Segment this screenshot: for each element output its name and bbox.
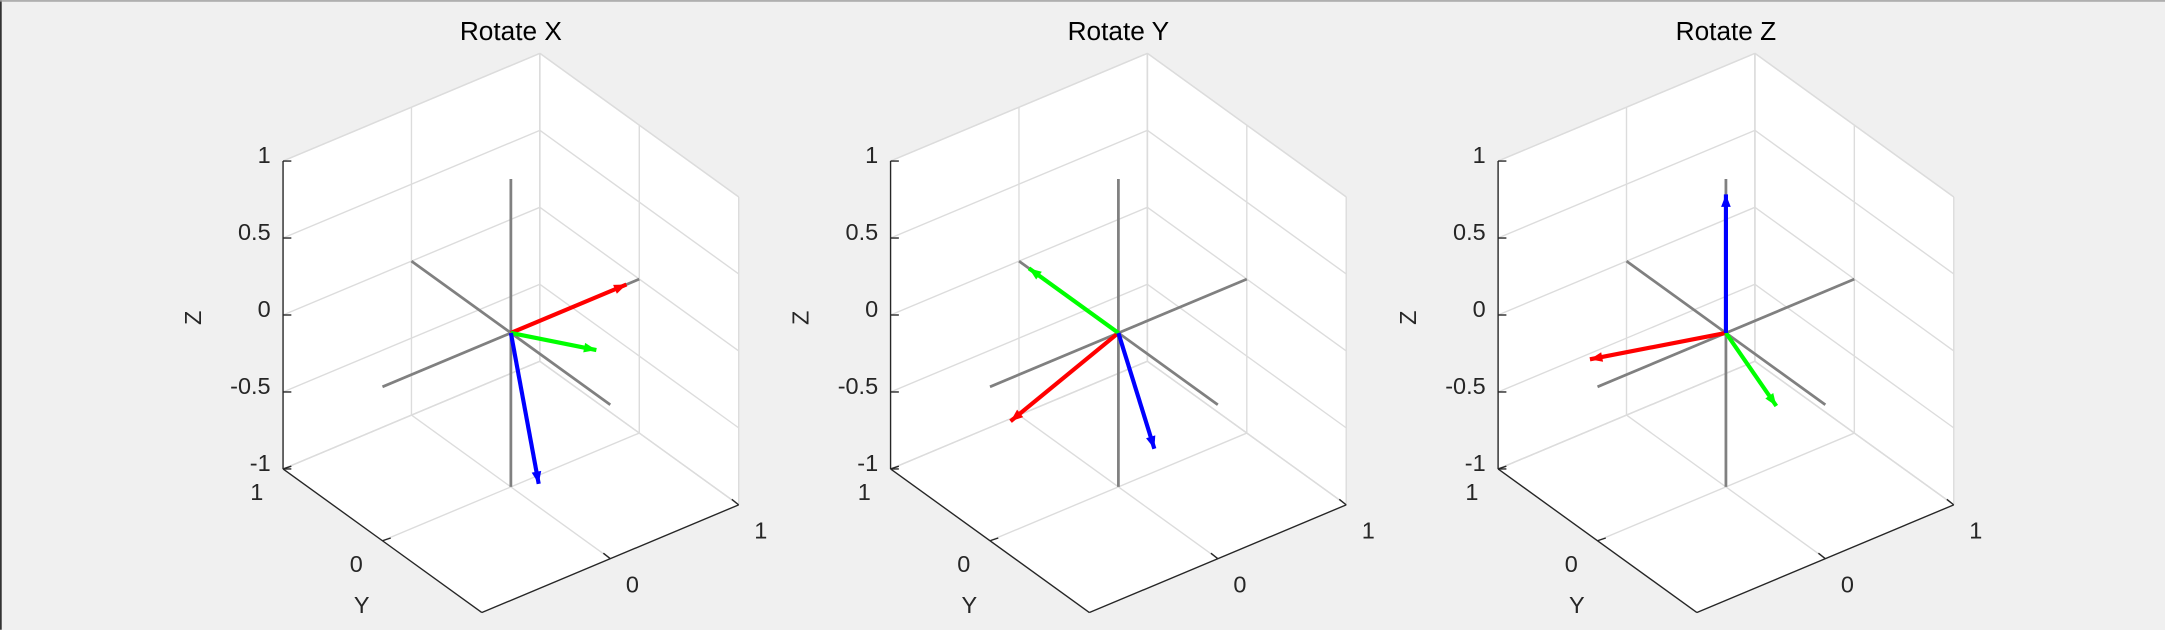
vector-arrow: [510, 282, 628, 335]
vector-shaft: [1724, 331, 1779, 408]
box-edge: [539, 360, 740, 506]
vector-arrow: [1721, 194, 1731, 333]
vector-arrow: [508, 332, 542, 485]
z-tick-label: 0.5: [1453, 219, 1486, 245]
z-tick-label: -1: [1465, 450, 1486, 476]
y-tick: [282, 465, 292, 470]
z-axis-label: Z: [1395, 311, 1421, 325]
vector-head: [531, 470, 542, 484]
z-tick-label: 1: [865, 142, 878, 168]
vector-arrow: [1116, 332, 1157, 450]
vector-shaft: [508, 332, 541, 485]
axes-3d: -1 -0.5 0 0.5 1 0 1 0 1 Z Y Rotate Y: [787, 16, 1374, 618]
y-tick-label: 0: [957, 551, 970, 577]
x-tick-label: 1: [754, 518, 767, 544]
z-tick-label: 1: [258, 142, 271, 168]
y-tick-label: 1: [858, 479, 871, 505]
axes-3d: -1 -0.5 0 0.5 1 0 1 0 1 Z Y Rotate Z: [1395, 16, 1982, 618]
y-tick-label: 0: [1565, 551, 1578, 577]
y-tick: [989, 537, 999, 542]
vector-head: [1010, 409, 1024, 422]
vector-arrow: [1027, 266, 1120, 335]
box-edge: [1754, 52, 1955, 198]
box-edge: [282, 360, 541, 470]
vector-arrow: [1009, 331, 1120, 423]
y-axis-label: Y: [354, 592, 370, 618]
x-tick-label: 1: [1362, 518, 1375, 544]
z-tick-label: -1: [250, 450, 271, 476]
vector-head: [583, 342, 597, 353]
chart-title: Rotate Z: [1676, 16, 1777, 46]
z-tick-label: 0: [258, 296, 271, 322]
vector-head: [1146, 435, 1156, 449]
x-tick: [1210, 552, 1219, 560]
vector-shaft: [1116, 332, 1157, 450]
vector-head: [1589, 352, 1604, 362]
vector-shaft: [510, 330, 597, 353]
box-edge: [1497, 52, 1756, 162]
z-axis-label: Z: [180, 311, 206, 325]
box-edge: [1497, 360, 1756, 470]
y-tick-label: 0: [350, 551, 363, 577]
vector-head: [613, 284, 627, 294]
z-tick-label: -0.5: [838, 373, 878, 399]
y-tick: [382, 537, 391, 542]
box-edge: [282, 52, 541, 162]
x-tick-label: 0: [626, 572, 639, 598]
vector-arrow: [1724, 331, 1779, 408]
chart-title: Rotate X: [460, 16, 562, 46]
vector-shaft: [1027, 266, 1120, 335]
vector-head: [1765, 393, 1777, 407]
y-axis-label: Y: [961, 592, 977, 618]
vector-shaft: [1589, 330, 1727, 362]
box-edge: [1146, 360, 1347, 506]
y-tick: [1597, 537, 1607, 542]
vector-shaft: [510, 282, 628, 335]
z-tick-label: 1: [1473, 142, 1486, 168]
z-tick-label: -0.5: [230, 373, 270, 399]
z-axis-label: Z: [787, 311, 813, 325]
z-tick-label: -1: [857, 450, 878, 476]
chart-title: Rotate Y: [1068, 16, 1170, 46]
box-edge: [539, 52, 740, 198]
vector-shaft: [1009, 331, 1120, 423]
z-tick-label: 0: [865, 296, 878, 322]
vector-arrow: [510, 330, 597, 353]
box-edge: [890, 52, 1148, 162]
z-tick-label: 0.5: [238, 219, 271, 245]
x-tick: [1338, 498, 1347, 506]
x-tick: [1946, 498, 1955, 506]
z-tick-label: 0: [1473, 296, 1486, 322]
x-tick: [1818, 552, 1826, 560]
z-tick-label: 0.5: [846, 219, 879, 245]
axes-3d: -1 -0.5 0 0.5 1 0 1 0 1 Z Y Rotate X: [180, 16, 767, 618]
vector-head: [1028, 268, 1042, 280]
y-axis-label: Y: [1569, 592, 1585, 618]
z-tick-label: -0.5: [1445, 373, 1485, 399]
y-tick: [1497, 465, 1507, 470]
x-tick-label: 0: [1841, 572, 1854, 598]
box-edge: [1754, 360, 1955, 506]
y-tick: [890, 465, 900, 470]
y-tick-label: 1: [1465, 479, 1478, 505]
y-tick-label: 1: [250, 479, 263, 505]
box-edge: [1146, 52, 1347, 198]
vector-arrow: [1589, 330, 1727, 362]
x-tick-label: 0: [1233, 572, 1246, 598]
x-tick-label: 1: [1969, 518, 1982, 544]
x-tick: [602, 552, 611, 560]
x-tick: [731, 498, 740, 506]
vector-head: [1721, 194, 1731, 207]
